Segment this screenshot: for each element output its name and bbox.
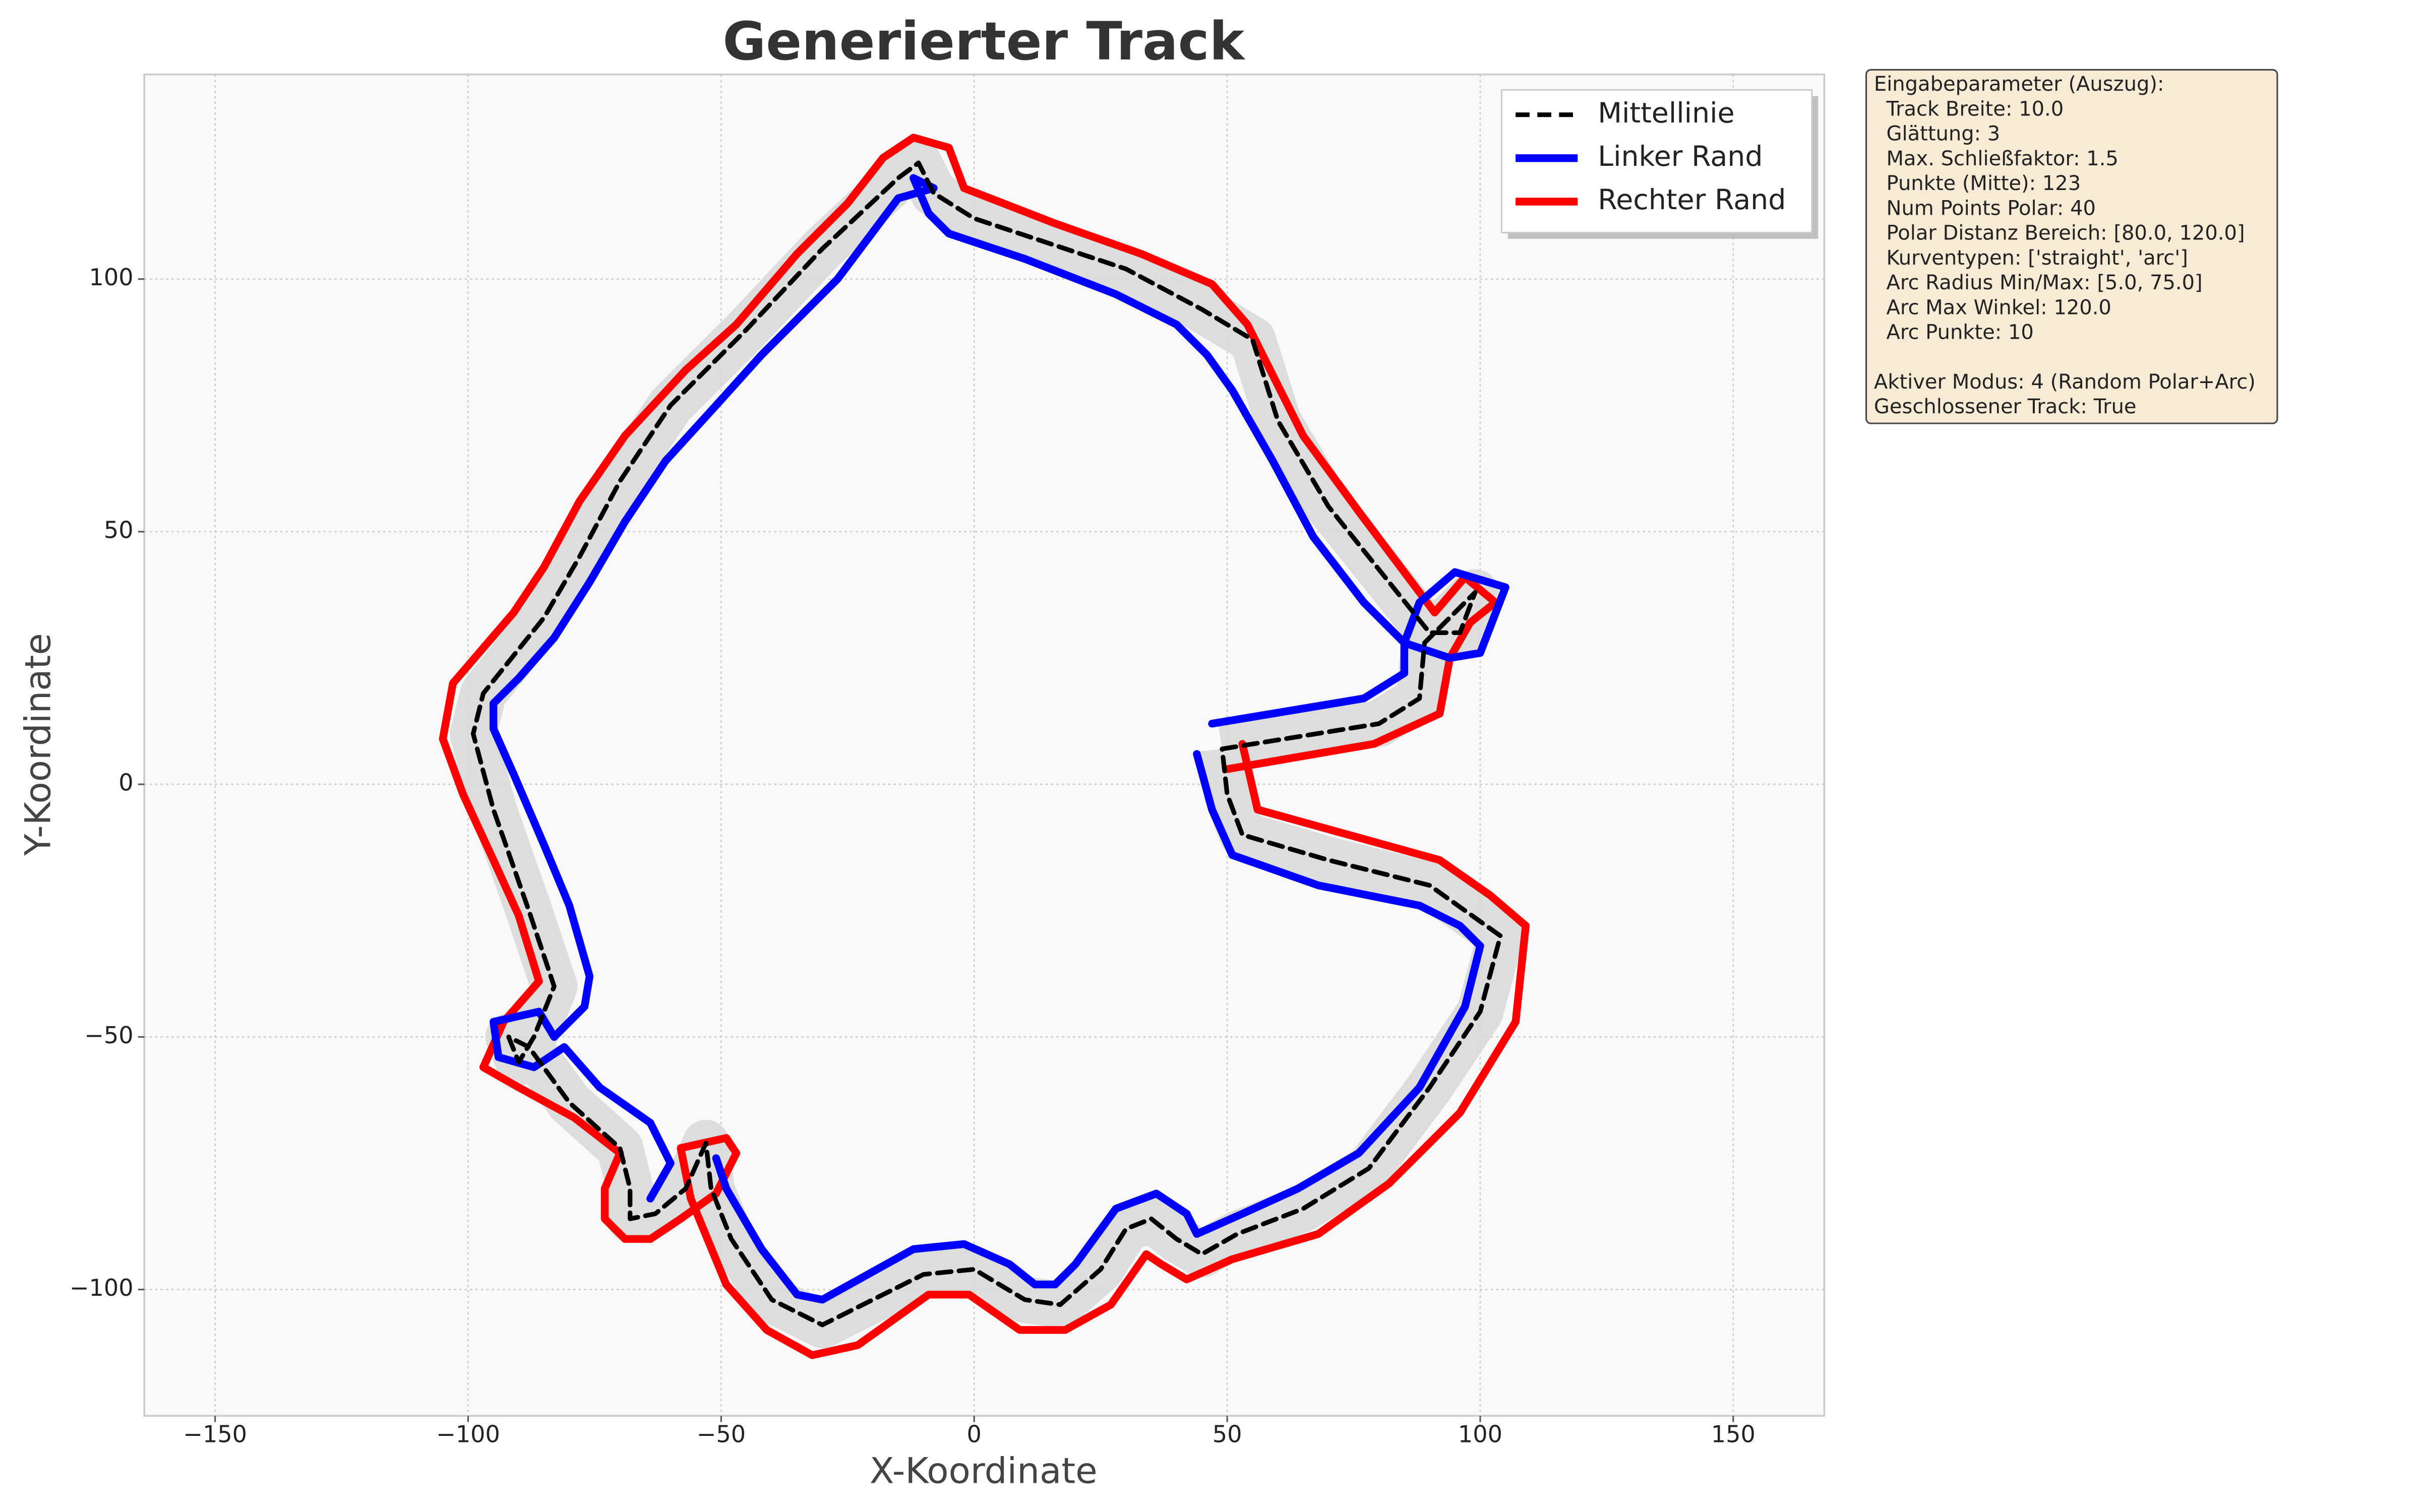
series-line — [439, 134, 1530, 1359]
info-item: Track Breite: 10.0 — [1886, 97, 2064, 120]
y-tick-label: 0 — [118, 769, 133, 796]
x-tick-label: −100 — [436, 1421, 500, 1448]
y-tick-label: −100 — [70, 1274, 134, 1301]
info-item: Arc Radius Min/Max: [5.0, 75.0] — [1887, 271, 2203, 294]
legend-label: Mittellinie — [1598, 97, 1734, 130]
info-footer: Geschlossener Track: True — [1874, 395, 2137, 418]
info-box: Eingabeparameter (Auszug):Track Breite: … — [1865, 69, 2278, 424]
info-item: Punkte (Mitte): 123 — [1887, 172, 2081, 195]
info-heading: Eingabeparameter (Auszug): — [1874, 73, 2164, 96]
info-item: Num Points Polar: 40 — [1887, 197, 2096, 220]
x-tick-label: 150 — [1711, 1421, 1756, 1448]
info-item: Max. Schließfaktor: 1.5 — [1887, 147, 2119, 170]
info-item: Kurventypen: ['straight', 'arc'] — [1887, 246, 2188, 270]
y-tick-label: 50 — [104, 516, 134, 543]
info-item: Arc Punkte: 10 — [1887, 321, 2034, 344]
x-tick-label: −50 — [697, 1421, 746, 1448]
x-tick-label: 0 — [967, 1421, 982, 1448]
chart-title: Generierter Track — [722, 11, 1245, 72]
series-line — [490, 174, 1509, 1304]
x-axis-label: X-Koordinate — [870, 1450, 1098, 1492]
info-item: Glättung: 3 — [1887, 122, 2001, 146]
plot-area — [143, 73, 1826, 1417]
grid: −150 −100 −50 0 50 100 150 −100 −50 0 50 100 — [70, 74, 1825, 1448]
info-footer: Aktiver Modus: 4 (Random Polar+Arc) — [1874, 370, 2256, 394]
x-tick-label: 100 — [1458, 1421, 1502, 1448]
y-tick-label: −50 — [84, 1022, 133, 1049]
legend: Mittellinie Linker Rand Rechter Rand — [1500, 89, 1819, 239]
legend-label: Rechter Rand — [1598, 184, 1786, 216]
series-line — [470, 160, 1503, 1328]
info-item: Arc Max Winkel: 120.0 — [1887, 296, 2111, 319]
y-axis-label: Y-Koordinate — [17, 633, 59, 856]
x-tick-label: −150 — [183, 1421, 247, 1448]
legend-label: Linker Rand — [1598, 141, 1763, 173]
y-tick-label: 100 — [89, 264, 134, 291]
info-box-frame — [1865, 69, 2278, 424]
marks — [439, 134, 1530, 1359]
x-tick-label: 50 — [1213, 1421, 1242, 1448]
info-item: Polar Distanz Bereich: [80.0, 120.0] — [1887, 222, 2245, 245]
